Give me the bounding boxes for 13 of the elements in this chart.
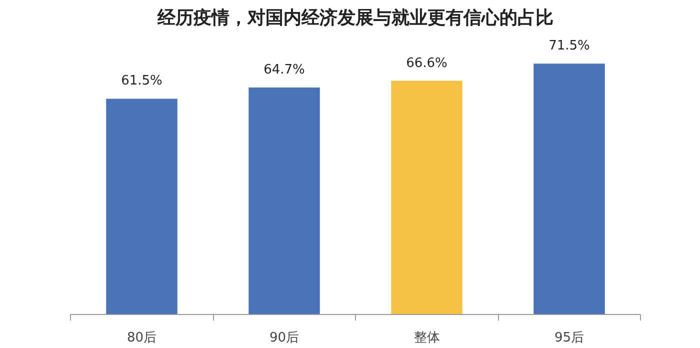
chart-title: 经历疫情，对国内经济发展与就业更有信心的占比 xyxy=(156,8,554,28)
bar xyxy=(248,87,320,314)
bar xyxy=(534,64,605,314)
data-label: 66.6% xyxy=(406,56,448,71)
x-tick-label: 95后 xyxy=(554,330,584,346)
x-tick-label: 整体 xyxy=(414,330,440,346)
data-label: 71.5% xyxy=(548,38,590,54)
x-tick-label: 80后 xyxy=(126,330,157,346)
bar xyxy=(391,80,462,314)
data-label: 61.5% xyxy=(121,74,162,89)
x-tick-label: 90后 xyxy=(269,330,300,346)
data-label: 64.7% xyxy=(264,62,305,78)
bar xyxy=(106,98,178,314)
